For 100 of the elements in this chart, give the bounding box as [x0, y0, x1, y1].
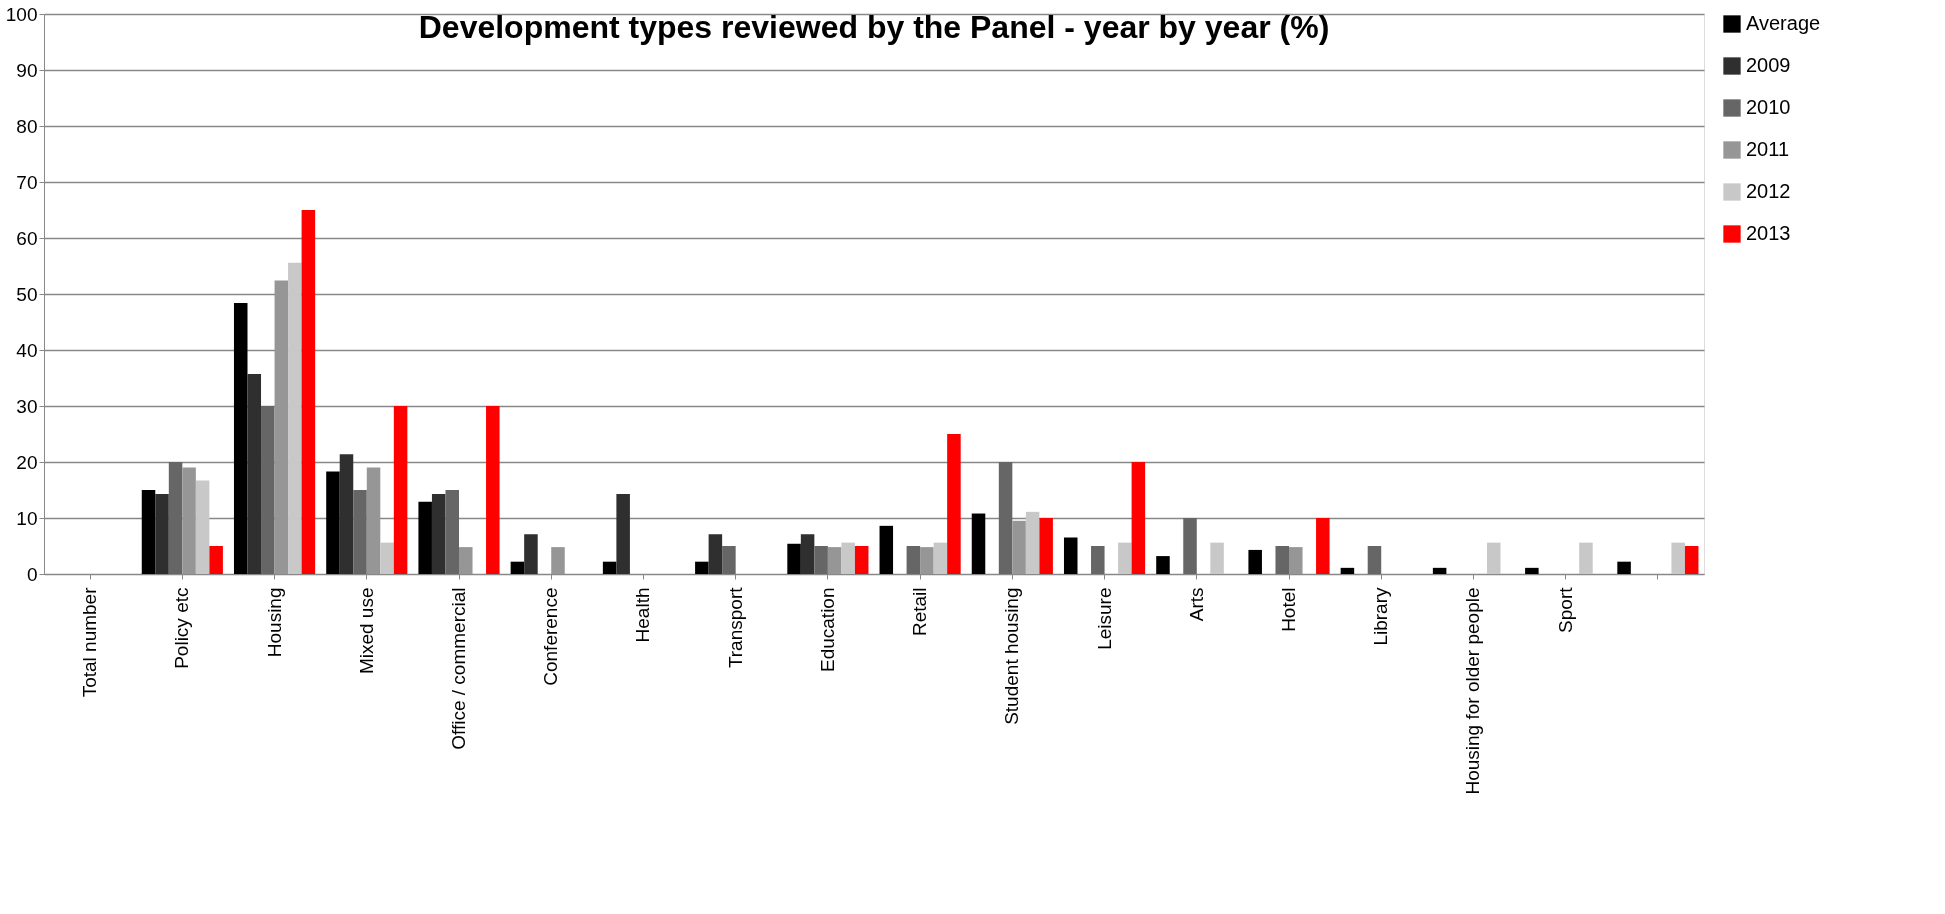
bar [841, 542, 855, 574]
x-tick-label: Office / commercial [448, 587, 469, 750]
bar [1131, 462, 1146, 574]
bar [1289, 547, 1303, 574]
bar [380, 542, 394, 574]
bar [800, 534, 815, 574]
x-tick-label: Mixed use [355, 587, 377, 675]
y-tick-label: 80 [16, 115, 38, 137]
bar [418, 501, 432, 574]
bar [787, 543, 801, 574]
bar [326, 471, 340, 574]
y-tick-label: 70 [16, 171, 38, 193]
bar [1486, 542, 1501, 574]
bar [722, 546, 736, 574]
bar [1684, 546, 1699, 574]
x-tick-label: Sport [1554, 586, 1576, 633]
bar [971, 513, 986, 574]
bar [431, 493, 446, 574]
x-tick-label: Hotel [1278, 587, 1299, 632]
bar [1671, 542, 1685, 574]
y-tick-label: 0 [26, 563, 38, 585]
legend-label: 2011 [1746, 138, 1790, 160]
x-tick-label: Library [1370, 587, 1392, 646]
bar [827, 547, 842, 574]
bar [1367, 546, 1382, 574]
chart-title: Development types reviewed by the Panel - year by year (%) [418, 9, 1330, 45]
bar [366, 467, 381, 574]
x-tick-label: Transport [724, 586, 746, 669]
x-tick-label: Retail [909, 587, 931, 637]
bar [1025, 511, 1040, 574]
bar [459, 547, 473, 574]
bar [168, 462, 183, 574]
x-tick-label: Housing for older people [1462, 587, 1484, 795]
y-tick-label: 100 [5, 3, 38, 25]
bar [695, 561, 709, 574]
bar [1248, 549, 1262, 574]
bar [195, 480, 210, 574]
legend-label: 2012 [1746, 180, 1791, 202]
x-tick-label: Housing [263, 587, 285, 658]
bar [920, 547, 934, 574]
bar [1525, 567, 1539, 574]
y-tick-label: 90 [16, 59, 38, 81]
y-tick-label: 50 [16, 283, 38, 305]
bar [616, 493, 630, 574]
bar [261, 406, 275, 574]
bar [486, 406, 500, 574]
bar [1012, 520, 1026, 574]
x-tick-label: Conference [540, 587, 562, 686]
bar [1156, 556, 1170, 574]
bar [182, 467, 196, 574]
bar [247, 374, 262, 574]
bar [339, 454, 354, 574]
bar [1432, 567, 1447, 574]
bar [1183, 518, 1197, 574]
bar [602, 561, 617, 574]
bar [879, 525, 894, 574]
bar [1579, 542, 1593, 574]
bar [445, 490, 459, 574]
bar [141, 490, 156, 574]
bar [1039, 518, 1053, 574]
y-tick-label: 10 [16, 507, 38, 529]
bar [274, 280, 289, 574]
bar [854, 546, 869, 574]
bar [1316, 518, 1330, 574]
bar [1118, 542, 1132, 574]
bar [288, 262, 302, 574]
x-tick-label: Policy etc [171, 587, 193, 669]
bar [933, 542, 948, 574]
y-tick-label: 30 [16, 395, 38, 417]
bar [1063, 537, 1078, 574]
x-tick-label: Leisure [1093, 587, 1115, 650]
bar [1340, 567, 1355, 574]
bar [209, 546, 223, 574]
bar [947, 434, 961, 574]
bar [814, 546, 828, 574]
bar [551, 547, 565, 574]
bar [906, 546, 921, 574]
bar [524, 534, 538, 574]
bar [1617, 561, 1631, 574]
y-tick-label: 60 [16, 227, 38, 249]
y-tick-label: 20 [16, 451, 38, 473]
bar [510, 561, 525, 574]
y-tick-label: 40 [16, 339, 38, 361]
bar [393, 406, 408, 574]
legend-label: 2009 [1746, 54, 1791, 76]
x-tick-label: Total number [79, 586, 101, 698]
legend-label: 2013 [1746, 222, 1791, 244]
bar [353, 490, 367, 574]
x-tick-label: Arts [1185, 587, 1207, 622]
bar [1091, 546, 1105, 574]
bar [1210, 542, 1224, 574]
legend-label: 2010 [1746, 96, 1791, 118]
bar [155, 493, 169, 574]
x-tick-label: Education [816, 587, 838, 673]
bar [1275, 546, 1289, 574]
bar [708, 534, 723, 574]
legend-label: Average [1746, 12, 1821, 34]
bar [301, 210, 316, 574]
x-tick-label: Health [632, 587, 654, 643]
bar [998, 462, 1013, 574]
